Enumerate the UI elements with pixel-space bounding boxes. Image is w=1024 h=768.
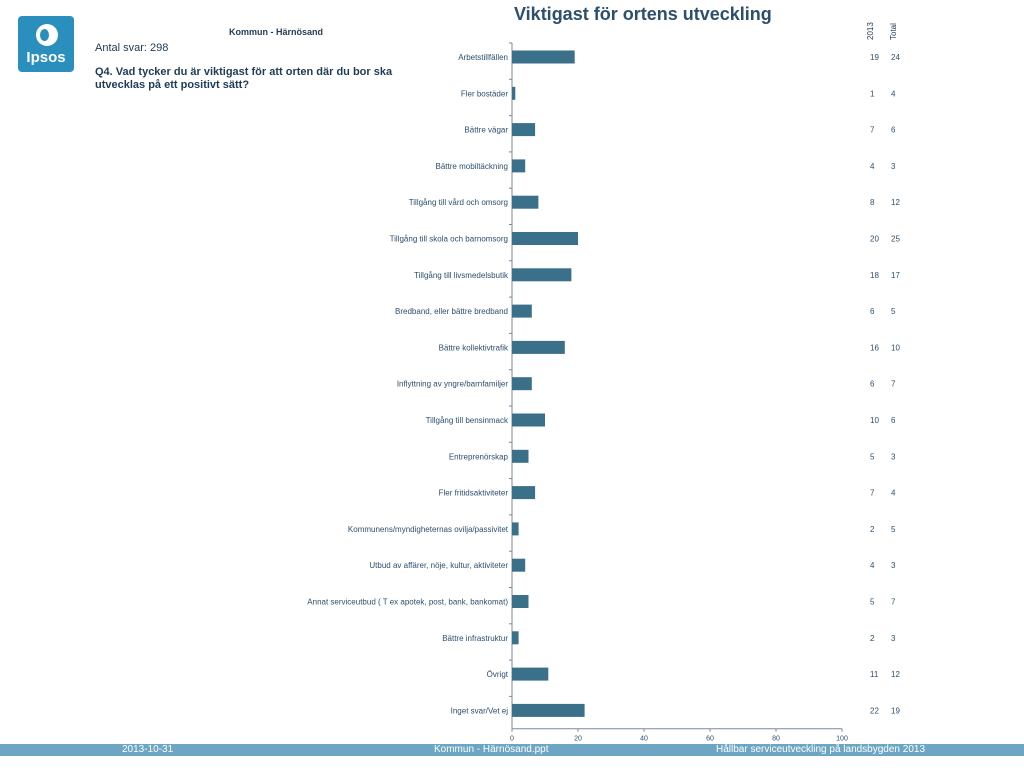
value-total: 12 [891,198,900,207]
category-label: Kommunens/myndigheternas ovilja/passivit… [348,525,509,534]
bar-2013 [512,86,516,100]
bar-2013 [512,667,549,681]
ipsos-logo: Ipsos [18,16,74,72]
bar-2013 [512,232,578,245]
question-text: Q4. Vad tycker du är viktigast för att o… [95,66,393,91]
value-2013: 5 [870,452,875,461]
category-label: Inget svar/Vet ej [451,706,509,715]
bar-2013 [512,50,575,64]
category-label: Arbetstillfällen [458,53,508,62]
value-2013: 16 [870,343,879,352]
category-label: Inflyttning av yngre/barnfamiljer [397,380,509,389]
footer-bar [0,744,1024,756]
category-label: Utbud av affärer, nöje, kultur, aktivite… [369,561,508,570]
value-2013: 8 [870,198,875,207]
footer-file: Kommun - Härnösand.ppt [434,744,549,755]
x-tick-label: 20 [574,736,582,743]
bar-2013 [512,449,529,463]
category-label: Fler fritidsaktiviteter [439,489,509,498]
value-2013: 22 [870,706,879,715]
bar-2013 [512,268,572,282]
value-2013: 4 [870,561,875,570]
bar-2013 [512,558,526,572]
value-2013: 7 [870,126,875,135]
value-total: 4 [891,89,896,98]
bar-2013 [512,340,565,354]
value-2013: 7 [870,489,875,498]
value-2013: 2 [870,634,875,643]
category-label: Bredband, eller bättre bredband [395,307,508,316]
value-total: 6 [891,416,896,425]
category-label: Tillgång till vård och omsorg [409,198,508,207]
value-total: 25 [891,235,900,244]
category-label: Bättre infrastruktur [442,634,508,643]
value-2013: 11 [870,670,879,679]
value-2013: 10 [870,416,879,425]
category-label: Entreprenörskap [449,452,509,461]
bar-2013 [512,195,539,209]
x-tick-label: 0 [510,736,514,743]
category-label: Tillgång till skola och barnomsorg [390,235,508,244]
sample-size: Antal svar: 298 [95,42,169,54]
bar-2013 [512,123,536,137]
chart-subtitle: Kommun - Härnösand [229,27,324,37]
value-total: 6 [891,126,896,135]
value-total: 24 [891,53,900,62]
x-tick-label: 80 [772,736,780,743]
bar-2013 [512,159,526,173]
value-total: 17 [891,271,900,280]
footer-project: Hållbar serviceutveckling på landsbygden… [716,744,926,755]
x-tick-label: 60 [706,736,714,743]
bar-2013 [512,631,519,645]
value-2013: 5 [870,598,875,607]
logo-text: Ipsos [26,49,66,66]
value-total: 4 [891,489,896,498]
value-total: 7 [891,380,896,389]
bar-2013 [512,486,536,500]
bar-2013 [512,703,585,717]
bar-2013 [512,595,529,608]
category-label: Bättre vägar [464,126,508,135]
value-total: 3 [891,634,896,643]
footer-date: 2013-10-31 [122,744,174,755]
value-total: 3 [891,561,896,570]
chart-title: Viktigast för ortens utveckling [514,4,772,24]
value-2013: 6 [870,380,875,389]
value-2013: 4 [870,162,875,171]
x-tick-label: 100 [836,736,848,743]
value-total: 12 [891,670,900,679]
bar-2013 [512,522,519,536]
category-label: Bättre kollektivtrafik [439,343,509,352]
value-2013: 19 [870,53,879,62]
value-total: 7 [891,598,896,607]
category-label: Bättre mobiltäckning [436,162,508,171]
category-label: Fler bostäder [461,89,508,98]
logo-mark-icon [36,24,58,46]
bar-2013 [512,377,532,391]
value-total: 5 [891,525,896,534]
category-label: Tillgång till bensinmack [426,416,509,425]
bar-2013 [512,304,532,318]
x-tick-label: 40 [640,736,648,743]
category-label: Tillgång till livsmedelsbutik [414,271,509,280]
category-label: Annat serviceutbud ( T ex apotek, post, … [307,598,508,607]
value-total: 3 [891,452,896,461]
value-total: 10 [891,343,900,352]
value-2013: 2 [870,525,875,534]
value-2013: 6 [870,307,875,316]
value-total: 5 [891,307,896,316]
category-label: Övrigt [487,670,509,679]
bar-2013 [512,413,545,427]
value-total: 19 [891,706,900,715]
value-2013: 18 [870,271,879,280]
value-2013: 20 [870,235,879,244]
value-2013: 1 [870,89,875,98]
value-total: 3 [891,162,896,171]
